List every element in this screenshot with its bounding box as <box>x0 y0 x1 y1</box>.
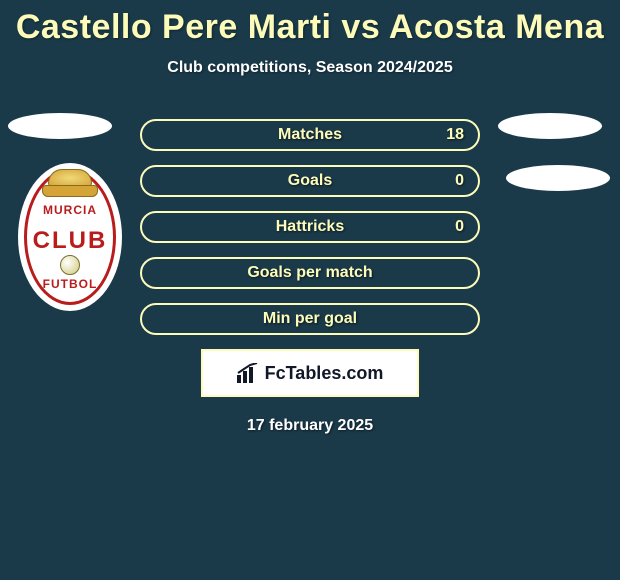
crest-ellipse: MURCIA CLUB FUTBOL <box>18 163 122 311</box>
crest-text-mid: CLUB <box>18 227 122 255</box>
bar-chart-icon <box>237 363 259 383</box>
root: Castello Pere Marti vs Acosta Mena Club … <box>0 0 620 435</box>
footer-date: 17 february 2025 <box>0 417 620 435</box>
stat-label: Hattricks <box>276 218 344 236</box>
crest-text-top: MURCIA <box>18 203 122 217</box>
stat-row-hattricks: Hattricks 0 <box>140 211 480 243</box>
brand-text: FcTables.com <box>265 363 384 384</box>
stat-label: Min per goal <box>263 310 357 328</box>
stat-value: 0 <box>455 218 464 236</box>
crown-icon <box>42 169 98 197</box>
player-right-placeholder-1 <box>498 113 602 139</box>
page-subtitle: Club competitions, Season 2024/2025 <box>0 59 620 77</box>
stat-label: Goals per match <box>247 264 372 282</box>
stat-label: Goals <box>288 172 332 190</box>
stat-row-goals-per-match: Goals per match <box>140 257 480 289</box>
stat-row-goals: Goals 0 <box>140 165 480 197</box>
stat-value: 0 <box>455 172 464 190</box>
stat-label: Matches <box>278 126 342 144</box>
player-right-placeholder-2 <box>506 165 610 191</box>
comparison-area: MURCIA CLUB FUTBOL Matches 18 Goals 0 Ha… <box>0 119 620 435</box>
crest-text-bottom: FUTBOL <box>18 277 122 291</box>
club-crest: MURCIA CLUB FUTBOL <box>18 163 122 311</box>
page-title: Castello Pere Marti vs Acosta Mena <box>0 8 620 47</box>
player-left-placeholder <box>8 113 112 139</box>
stat-row-min-per-goal: Min per goal <box>140 303 480 335</box>
stat-rows: Matches 18 Goals 0 Hattricks 0 Goals per… <box>140 119 480 335</box>
stat-row-matches: Matches 18 <box>140 119 480 151</box>
brand-box: FcTables.com <box>201 349 419 397</box>
stat-value: 18 <box>446 126 464 144</box>
ball-icon <box>60 255 80 275</box>
